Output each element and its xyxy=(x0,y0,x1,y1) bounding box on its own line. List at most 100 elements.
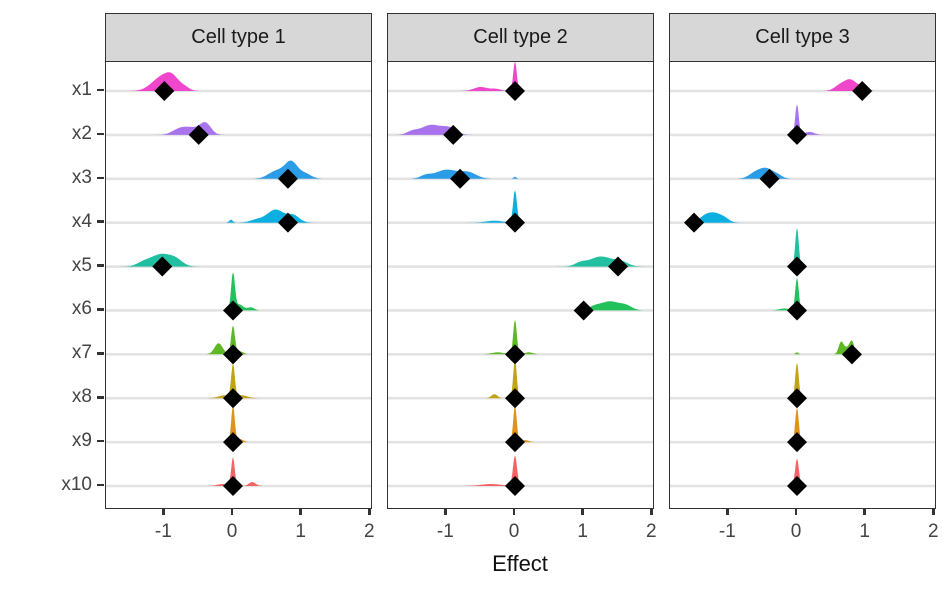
density-ridge-x5 xyxy=(388,256,653,267)
x-axis-tick xyxy=(444,508,447,515)
facet-panel xyxy=(669,61,936,509)
estimate-point-x9 xyxy=(787,432,808,453)
estimate-point-x1 xyxy=(852,81,873,101)
estimate-point-x6 xyxy=(787,300,808,321)
x-axis-tick xyxy=(299,508,302,515)
y-axis-tick xyxy=(97,132,104,136)
density-ridge-x3 xyxy=(106,160,371,179)
density-ridge-x2 xyxy=(106,122,371,135)
y-axis-label: x5 xyxy=(71,254,92,276)
facet-strip: Cell type 1 xyxy=(105,13,372,62)
estimate-point-x7 xyxy=(841,344,862,365)
x-axis-tick xyxy=(230,508,234,515)
x-axis-tick xyxy=(162,508,165,515)
y-axis-label: x7 xyxy=(71,342,92,364)
x-tick-label: 0 xyxy=(508,521,520,542)
density-ridge-x7 xyxy=(388,320,653,355)
x-tick-label: -1 xyxy=(718,521,736,542)
density-ridge-x9 xyxy=(670,408,935,443)
density-ridge-x3 xyxy=(670,167,935,179)
facet-strip-label: Cell type 1 xyxy=(191,26,286,48)
x-tick-label: 2 xyxy=(364,521,375,542)
density-ridge-x4 xyxy=(106,209,371,223)
density-ridge-x4 xyxy=(388,190,653,223)
x-axis-tick xyxy=(794,508,798,515)
y-axis-label: x6 xyxy=(71,298,92,320)
estimate-point-x9 xyxy=(505,432,526,453)
y-axis-label: x8 xyxy=(71,386,92,408)
density-ridge-x1 xyxy=(106,72,371,91)
estimate-point-x2 xyxy=(188,124,209,145)
estimate-point-x1 xyxy=(154,81,175,101)
density-ridge-x7 xyxy=(670,340,935,355)
density-ridge-x6 xyxy=(670,278,935,311)
density-ridge-x2 xyxy=(388,124,653,135)
density-ridge-x6 xyxy=(388,301,653,311)
estimate-point-x8 xyxy=(505,388,526,409)
density-ridge-x8 xyxy=(106,363,371,399)
x-tick-label: 0 xyxy=(226,521,238,542)
x-tick-label: 2 xyxy=(928,521,939,542)
x-axis-tick xyxy=(726,508,729,515)
x-tick-label: 2 xyxy=(646,521,657,542)
y-axis-label: x2 xyxy=(71,122,92,144)
estimate-point-x6 xyxy=(573,300,594,321)
x-axis-tick xyxy=(650,508,653,515)
facet-panel xyxy=(105,61,372,509)
y-axis-label: x3 xyxy=(71,166,92,188)
estimate-point-x4 xyxy=(277,212,298,233)
x-tick-label: 1 xyxy=(859,521,870,542)
estimate-point-x3 xyxy=(277,168,298,189)
estimate-point-x10 xyxy=(787,476,808,497)
estimate-point-x5 xyxy=(787,256,808,277)
y-axis-tick xyxy=(97,264,104,267)
y-axis-tick xyxy=(97,176,104,180)
estimate-point-x7 xyxy=(223,344,244,365)
y-axis-label: x10 xyxy=(61,474,92,495)
y-axis-tick xyxy=(97,439,104,443)
estimate-point-x10 xyxy=(505,476,526,497)
estimate-point-x9 xyxy=(223,432,244,453)
y-axis-label: x9 xyxy=(71,430,92,452)
density-ridge-x5 xyxy=(670,228,935,267)
density-ridge-x8 xyxy=(388,360,653,399)
density-ridge-x4 xyxy=(670,212,935,223)
x-axis-title: Effect xyxy=(492,551,548,576)
x-tick-label: 1 xyxy=(295,521,306,542)
y-axis-tick xyxy=(97,396,104,399)
x-tick-label: -1 xyxy=(154,521,172,542)
x-axis-tick xyxy=(932,508,935,515)
density-ridge-x9 xyxy=(106,405,371,443)
estimate-point-x4 xyxy=(684,212,705,233)
x-axis-tick xyxy=(368,508,371,515)
estimate-point-x8 xyxy=(223,388,244,409)
y-axis-label: x4 xyxy=(71,210,92,232)
estimate-point-x2 xyxy=(443,124,464,145)
estimate-point-x5 xyxy=(152,256,173,277)
x-tick-label: 1 xyxy=(577,521,588,542)
y-axis-tick xyxy=(97,220,104,223)
estimate-point-x10 xyxy=(223,476,244,497)
x-tick-label: -1 xyxy=(436,521,454,542)
estimate-point-x7 xyxy=(505,344,526,365)
estimate-point-x5 xyxy=(607,256,628,277)
facet-strip-label: Cell type 2 xyxy=(473,26,568,48)
x-tick-label: 0 xyxy=(790,521,802,542)
density-ridge-x8 xyxy=(670,363,935,399)
density-ridge-x1 xyxy=(670,79,935,91)
facet-strip-label: Cell type 3 xyxy=(755,26,850,48)
x-axis-tick xyxy=(863,508,866,515)
y-axis-tick xyxy=(97,483,104,487)
estimate-point-x4 xyxy=(505,212,526,233)
density-ridge-x3 xyxy=(388,169,653,179)
estimate-point-x8 xyxy=(787,388,808,409)
estimate-point-x3 xyxy=(759,168,780,189)
estimate-point-x6 xyxy=(223,300,244,321)
density-ridge-x10 xyxy=(388,455,653,486)
estimate-point-x3 xyxy=(450,168,471,189)
facet-strip: Cell type 2 xyxy=(387,13,654,62)
y-axis-tick xyxy=(97,308,104,311)
estimate-point-x1 xyxy=(505,81,526,101)
facet-panel xyxy=(387,61,654,509)
